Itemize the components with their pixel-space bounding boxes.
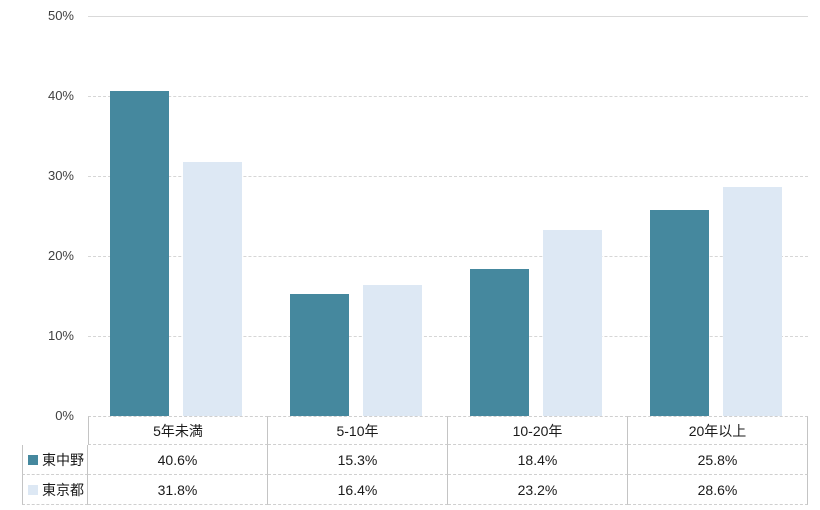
y-axis-label: 20% <box>47 248 74 263</box>
gridline <box>88 96 808 97</box>
gridline <box>88 176 808 177</box>
legend-swatch <box>28 484 38 495</box>
gridline <box>88 256 808 257</box>
bar-東中野-10-20年 <box>470 268 529 416</box>
y-axis-label: 10% <box>47 328 74 343</box>
gridline <box>88 16 808 17</box>
value-cell: 28.6% <box>628 475 808 505</box>
legend-label: 東京都 <box>42 481 84 498</box>
legend-cell: 東中野 <box>22 445 88 475</box>
value-cell: 25.8% <box>628 445 808 475</box>
value-cell: 23.2% <box>448 475 628 505</box>
legend-cell: 東京都 <box>22 475 88 505</box>
bar-東京都-5年未満 <box>183 161 242 416</box>
bar-東京都-10-20年 <box>543 230 602 416</box>
value-cell: 18.4% <box>448 445 628 475</box>
bar-東中野-5-10年 <box>290 293 349 416</box>
data-table: 5年未満 5-10年 10-20年 20年以上東中野 40.6% 15.3% 18.4% 25… <box>22 416 808 505</box>
y-axis: 0% 10% 20% 30% 40% 50% <box>0 8 74 423</box>
bar-東中野-5年未満 <box>110 91 169 416</box>
y-axis-label: 40% <box>47 88 74 103</box>
value-cell: 16.4% <box>268 475 448 505</box>
plot-area <box>88 16 808 416</box>
category-header: 5年未満 <box>88 416 268 445</box>
category-header: 5-10年 <box>268 416 448 445</box>
bar-東京都-5-10年 <box>363 284 422 416</box>
bar-東京都-20年以上 <box>723 187 782 416</box>
legend-swatch <box>28 454 38 465</box>
value-cell: 31.8% <box>88 475 268 505</box>
y-axis-label: 30% <box>47 168 74 183</box>
bar-東中野-20年以上 <box>650 209 709 416</box>
gridline <box>88 336 808 337</box>
category-header: 20年以上 <box>628 416 808 445</box>
table-corner <box>22 416 88 445</box>
y-axis-label: 0% <box>55 408 74 423</box>
value-cell: 15.3% <box>268 445 448 475</box>
y-axis-label: 50% <box>47 8 74 23</box>
legend-label: 東中野 <box>42 451 84 468</box>
category-header: 10-20年 <box>448 416 628 445</box>
value-cell: 40.6% <box>88 445 268 475</box>
